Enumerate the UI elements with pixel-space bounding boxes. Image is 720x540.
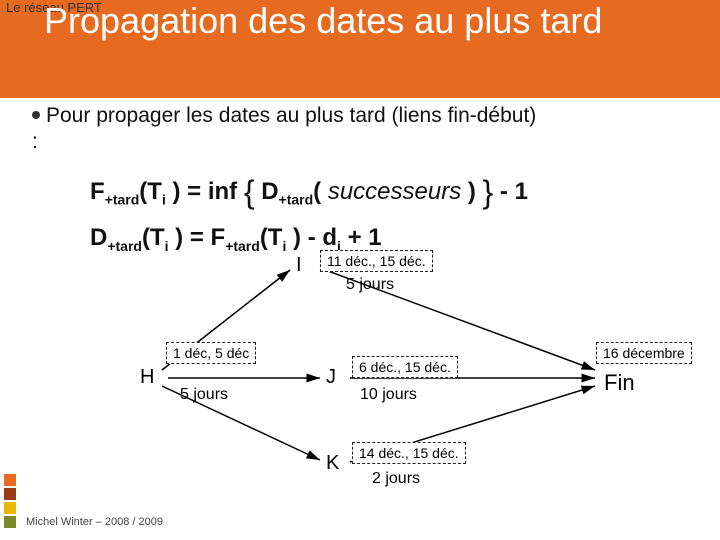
- pert-diagram: I 11 déc., 15 déc. 5 jours H 1 déc, 5 dé…: [0, 260, 720, 520]
- sq3: [4, 502, 16, 514]
- footer-text: Michel Winter – 2008 / 2009: [26, 516, 163, 528]
- node-k-duration: 2 jours: [372, 470, 420, 488]
- node-fin: Fin: [604, 370, 635, 396]
- bullet-dot-icon: [32, 111, 40, 119]
- node-h-date: 1 déc, 5 déc: [166, 342, 256, 364]
- sq2: [4, 488, 16, 500]
- node-j-duration: 10 jours: [360, 386, 417, 404]
- header-bar: Le réseau PERT Propagation des dates au …: [0, 0, 720, 98]
- sq4: [4, 516, 16, 528]
- formula-1: F+tard(Ti ) = inf { D+tard( successeurs …: [90, 174, 528, 211]
- node-i-date: 11 déc., 15 déc.: [320, 250, 433, 272]
- node-i: I: [296, 254, 302, 277]
- node-j: J: [326, 366, 336, 389]
- sq1: [4, 474, 16, 486]
- page-title: Propagation des dates au plus tard: [44, 0, 602, 41]
- node-k: K: [326, 452, 339, 475]
- bullet-text: Pour propager les dates au plus tard (li…: [32, 104, 536, 128]
- node-h: H: [140, 366, 154, 389]
- bullet-colon: :: [32, 130, 38, 154]
- node-j-date: 6 déc., 15 déc.: [352, 356, 458, 378]
- node-i-duration: 5 jours: [346, 276, 394, 294]
- color-squares: [4, 474, 16, 530]
- node-h-duration: 5 jours: [180, 386, 228, 404]
- bullet-content: Pour propager les dates au plus tard (li…: [46, 104, 536, 127]
- node-k-date: 14 déc., 15 déc.: [352, 442, 466, 464]
- node-fin-date: 16 décembre: [596, 342, 692, 364]
